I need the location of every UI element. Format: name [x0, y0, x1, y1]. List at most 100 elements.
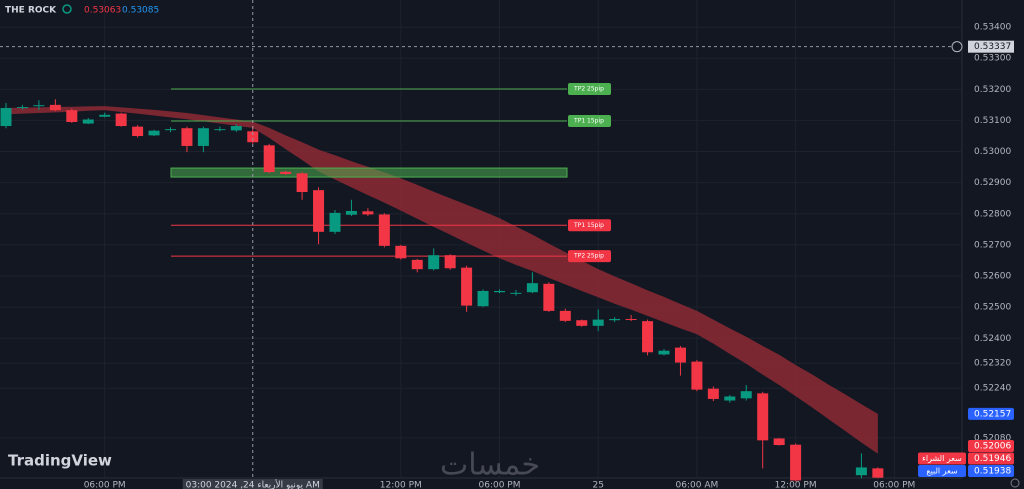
price-tag-name-bg	[918, 452, 966, 465]
candle-body	[494, 290, 505, 293]
candle-body	[461, 267, 473, 306]
y-tick-label: 0.52900	[974, 178, 1011, 188]
plot: TP2 25pip TP1 15pip TP1 15pip TP2 25pip	[0, 0, 962, 482]
candle-body	[313, 190, 325, 232]
price-tag-bg	[968, 465, 1014, 477]
candle-body	[230, 126, 242, 131]
candle-body	[33, 105, 45, 107]
level-label-bg	[568, 219, 611, 232]
level-label: TP2 25pip	[573, 253, 604, 260]
candle-body	[82, 119, 94, 124]
level-label-bg	[568, 250, 611, 263]
candle-body	[773, 438, 785, 446]
x-tick-label: 06:00 PM	[479, 481, 521, 489]
candle-body	[280, 171, 292, 174]
candle-body	[132, 126, 144, 136]
y-tick-label: 0.52600	[974, 272, 1011, 282]
price-tag: 0.52157	[974, 409, 1011, 419]
candle-body	[0, 107, 12, 127]
symbol-title: THE ROCK	[5, 6, 57, 16]
y-tick-label: 0.52700	[974, 240, 1011, 250]
x-tick-label: 12:00 PM	[775, 481, 817, 489]
candle-body	[855, 467, 867, 476]
price-tag-name-bg	[918, 465, 966, 477]
candle-body	[296, 173, 308, 193]
candle-body	[724, 396, 736, 401]
y-tick-label: 0.52080	[974, 433, 1011, 443]
status-icon	[62, 4, 72, 14]
price-tag: 0.51946	[974, 454, 1011, 464]
candle-body	[247, 131, 259, 143]
watermark-text: خمسات	[440, 448, 540, 483]
level-label: TP1 15pip	[573, 118, 604, 125]
candle-body	[526, 283, 538, 293]
candle-body	[609, 318, 621, 321]
candle-body	[362, 211, 374, 215]
candle-body	[444, 255, 456, 269]
price-tag-name: سعر الشراء	[922, 454, 962, 463]
x-tick-label: 06:00 PM	[873, 481, 915, 489]
y-tick-label: 0.53400	[974, 23, 1011, 33]
candle-body	[115, 113, 127, 127]
y-tick-label: 0.52400	[974, 334, 1011, 344]
candle-body	[707, 388, 719, 399]
y-tick-label: 0.53000	[974, 147, 1011, 157]
crosshair-time-bg	[182, 479, 323, 489]
crosshair-price-bg	[968, 40, 1014, 53]
candle-body	[510, 292, 522, 294]
settings-icon[interactable]	[1010, 478, 1020, 488]
candle-body	[395, 245, 407, 259]
x-tick-label: 12:00 PM	[380, 481, 422, 489]
x-tick-label: 06:00 PM	[84, 481, 126, 489]
x-tick-label: 25	[592, 481, 603, 489]
candle-body	[16, 107, 28, 109]
y-tick-label: 0.53300	[974, 54, 1011, 64]
y-tick-label: 0.53200	[974, 85, 1011, 95]
candle-body	[345, 210, 357, 215]
candle-body	[658, 350, 670, 355]
candle-body	[181, 128, 193, 146]
candle-body	[329, 212, 341, 232]
header-price: 0.53085	[122, 6, 159, 16]
candle-body	[757, 393, 769, 441]
candle-body	[49, 104, 61, 111]
y-tick-label: 0.52800	[974, 209, 1011, 219]
price-tag-bg	[968, 440, 1014, 452]
candle-body	[411, 259, 423, 270]
candle-body	[691, 361, 703, 390]
price-tag-bg	[968, 407, 1014, 420]
level-label-bg	[568, 115, 611, 128]
candle-body	[642, 321, 654, 353]
level-label-bg	[568, 83, 611, 96]
entry-zone	[170, 167, 568, 178]
candle-body	[559, 310, 571, 321]
x-tick-label: 06:00 AM	[676, 481, 719, 489]
candle-body	[428, 255, 440, 270]
candle-body	[477, 290, 489, 307]
crosshair-price: 0.53337	[974, 42, 1011, 52]
candle-body	[625, 318, 637, 320]
candle-body	[66, 110, 78, 122]
candle-body	[263, 145, 275, 173]
header-price: 0.53063	[84, 6, 121, 16]
y-tick-label: 0.52320	[974, 359, 1011, 369]
y-tick-label: 0.52240	[974, 384, 1011, 394]
price-tag-bg	[968, 452, 1014, 465]
price-tag: 0.51938	[974, 467, 1011, 477]
candle-body	[872, 468, 884, 478]
watermark-logo: TradingView	[8, 452, 112, 470]
candle-body	[99, 114, 111, 117]
level-label: TP2 25pip	[573, 86, 604, 93]
y-tick-label: 0.52500	[974, 303, 1011, 313]
candle-body	[790, 444, 802, 481]
y-tick-label: 0.53100	[974, 116, 1011, 126]
candle-body	[214, 129, 226, 131]
candle-body	[197, 128, 209, 146]
candle-body	[148, 130, 160, 136]
candle-body	[576, 320, 588, 326]
price-tag: 0.52006	[974, 442, 1011, 452]
crosshair-add	[951, 41, 963, 53]
price-tag-name: سعر البيع	[926, 467, 958, 476]
